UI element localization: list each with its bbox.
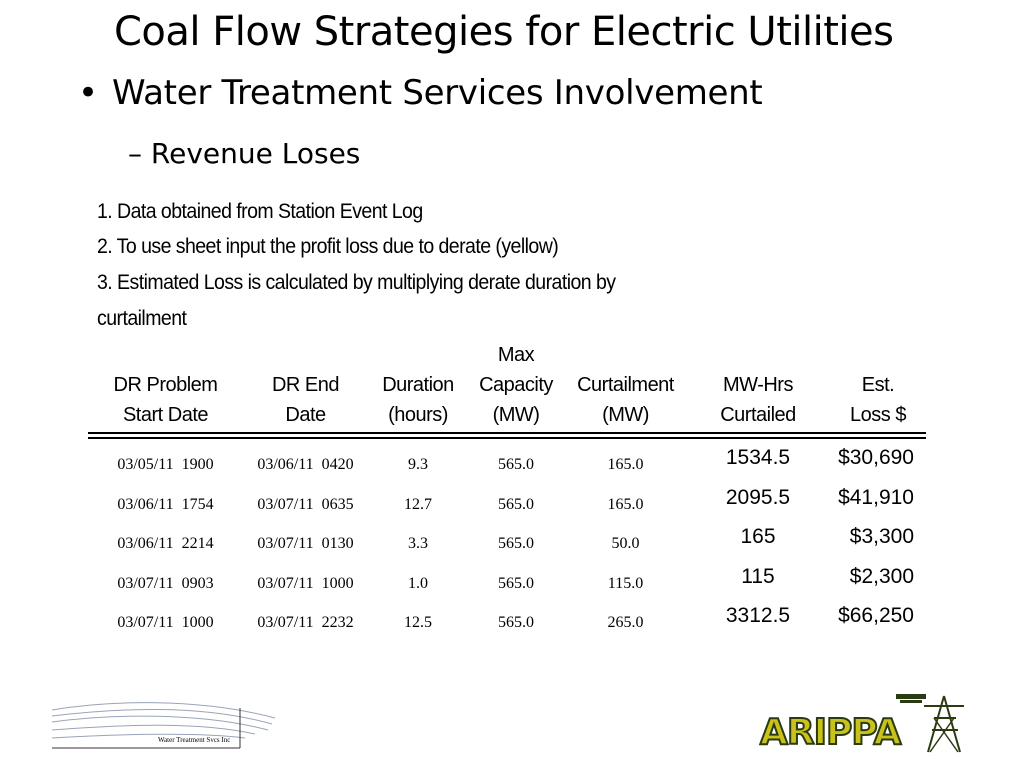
cell-end-date: 03/06/11 0420 (257, 456, 354, 473)
cell-start-date: 03/05/11 1900 (117, 456, 214, 473)
cell-curtailment: 265.0 (607, 614, 644, 631)
cell-end-date: 03/07/11 0635 (257, 495, 354, 513)
cell-mw-hrs: 2095.5 (725, 485, 791, 509)
bullet-text: Water Treatment Services Involvement (112, 73, 763, 113)
cell-max-capacity: 565.0 (498, 535, 534, 552)
cell-curtailment: 50.0 (611, 535, 640, 552)
cell-end-date: 03/07/11 2232 (257, 614, 354, 631)
cell-duration: 12.5 (404, 614, 432, 631)
cell-start-date: 03/07/11 0903 (117, 574, 214, 592)
logo-left-text: Water Treatment Svcs Inc (158, 736, 231, 744)
cell-max-capacity: 565.0 (498, 574, 534, 592)
cell-est-loss: $66,250 (838, 604, 914, 627)
cell-max-capacity: 565.0 (498, 456, 534, 473)
table-row: 03/06/11 2214 03/07/11 0130 3.3 565.0 50.0 16… (88, 525, 926, 563)
cell-duration: 12.7 (404, 495, 432, 513)
cell-est-loss: $3,300 (849, 525, 914, 548)
cell-mw-hrs: 3312.5 (725, 604, 791, 627)
cell-mw-hrs: 115 (741, 564, 775, 588)
table-row: 03/06/11 1754 03/07/11 0635 12.7 565.0 165.0… (88, 486, 926, 524)
cell-mw-hrs: 1534.5 (725, 446, 791, 469)
table-header-rule-bottom (88, 437, 926, 439)
logo-right-text: ARIPPA (759, 711, 902, 754)
cell-curtailment: 115.0 (607, 574, 644, 592)
water-waves-icon (51, 702, 276, 749)
notes-list: 1. Data obtained from Station Event Log … (97, 196, 655, 337)
water-treatment-logo: Water Treatment Svcs Inc (50, 696, 280, 752)
cell-max-capacity: 565.0 (498, 495, 534, 513)
header-start-date: DR Problem Start Date (113, 374, 218, 426)
header-mw-hrs: MW-Hrs Curtailed (720, 374, 796, 426)
note-2: 2. To use sheet input the profit loss du… (97, 235, 559, 258)
note-1: 1. Data obtained from Station Event Log (97, 200, 423, 223)
cell-est-loss: $30,690 (838, 446, 914, 469)
header-curtailment: Curtailment (MW) (577, 374, 674, 426)
table-row: 03/05/11 1900 03/06/11 0420 9.3 565.0 165.0 1… (88, 446, 926, 484)
cell-mw-hrs: 165 (740, 525, 776, 548)
cell-est-loss: $2,300 (849, 564, 914, 588)
slide-title: Coal Flow Strategies for Electric Utilit… (114, 9, 894, 55)
header-est-loss: Est. Loss $ (850, 374, 906, 426)
table-row: 03/07/11 0903 03/07/11 1000 1.0 565.0 115.0 1… (88, 565, 926, 603)
cell-duration: 9.3 (408, 456, 428, 473)
note-3: 3. Estimated Loss is calculated by multi… (97, 271, 616, 330)
cell-duration: 3.3 (408, 535, 428, 552)
cell-start-date: 03/06/11 1754 (117, 495, 214, 513)
cell-max-capacity: 565.0 (498, 614, 534, 631)
bullet-dot: • (78, 73, 98, 113)
cell-start-date: 03/07/11 1000 (117, 614, 214, 631)
header-end-date: DR End Date (271, 374, 340, 426)
power-tower-icon (896, 694, 964, 753)
header-duration: Duration (hours) (382, 374, 454, 426)
cell-est-loss: $41,910 (838, 485, 914, 509)
cell-end-date: 03/07/11 0130 (257, 535, 354, 552)
subbullet-item: – Revenue Loses (128, 137, 361, 170)
table-row: 03/07/11 1000 03/07/11 2232 12.5 565.0 265.0… (88, 604, 926, 642)
cell-curtailment: 165.0 (607, 456, 644, 473)
arippa-logo: ARIPPA (758, 690, 968, 756)
table-header-rule-top (88, 432, 926, 434)
cell-duration: 1.0 (408, 574, 428, 592)
cell-end-date: 03/07/11 1000 (257, 574, 354, 592)
bullet-item: • Water Treatment Services Involvement (78, 72, 763, 114)
cell-curtailment: 165.0 (607, 495, 644, 513)
cell-start-date: 03/06/11 2214 (117, 535, 214, 552)
header-max-capacity: Max Capacity (MW) (479, 344, 553, 426)
